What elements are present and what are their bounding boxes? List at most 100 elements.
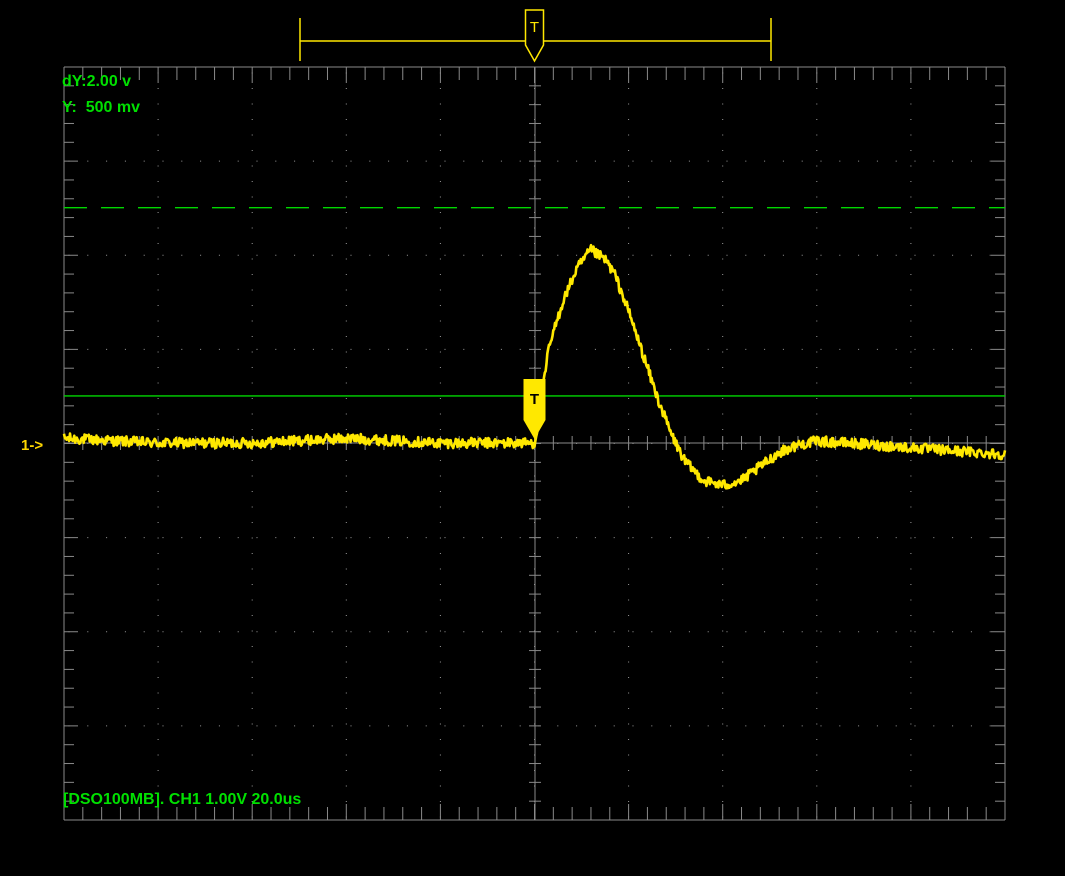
grid-dot	[106, 631, 108, 633]
grid-dot	[670, 725, 672, 727]
grid-dot	[726, 537, 728, 539]
grid-dot	[157, 212, 159, 213]
grid-dot	[157, 181, 159, 182]
waveform-trace-layer	[62, 243, 1007, 490]
trigger-position-bar[interactable]: T	[299, 9, 772, 63]
grid-dot	[143, 631, 145, 633]
grid-dot	[251, 754, 253, 756]
grid-dot	[157, 150, 159, 151]
grid-dot	[910, 103, 912, 105]
grid-dot	[439, 568, 441, 570]
grid-dot	[157, 243, 159, 244]
grid-dot	[816, 754, 818, 756]
grid-dot	[707, 725, 709, 727]
grid-dot	[816, 584, 818, 585]
grid-dot	[816, 212, 818, 213]
grid-dot	[218, 160, 220, 162]
grid-dot	[345, 119, 347, 120]
grid-dot	[910, 553, 912, 554]
grid-dot	[388, 160, 390, 162]
grid-dot	[722, 692, 724, 694]
grid-dot	[632, 631, 634, 633]
grid-dot	[251, 351, 253, 353]
grid-dot	[816, 274, 818, 275]
grid-dot	[895, 160, 897, 162]
grid-dot	[816, 522, 818, 523]
grid-dot	[628, 196, 630, 198]
grid-dot	[251, 243, 253, 244]
grid-dot	[628, 227, 630, 229]
grid-dot	[345, 785, 347, 787]
grid-dot	[162, 160, 164, 162]
grid-dot	[157, 723, 159, 725]
grid-dot	[331, 348, 333, 350]
grid-dot	[345, 258, 347, 260]
grid-dot	[350, 348, 352, 350]
grid-dot	[439, 475, 441, 477]
grid-dot	[970, 537, 972, 539]
grid-dot	[237, 631, 239, 633]
grid-dot	[816, 429, 818, 430]
grid-dot	[628, 630, 630, 632]
grid-dot	[369, 537, 371, 539]
grid-dot	[876, 254, 878, 256]
grid-dot	[439, 258, 441, 260]
grid-dot	[251, 398, 253, 399]
grid-dot	[256, 254, 258, 256]
grid-dot	[106, 254, 108, 256]
grid-dot	[820, 254, 822, 256]
grid-dot	[218, 348, 220, 350]
grid-dot	[439, 398, 441, 399]
grid-dot	[463, 631, 465, 633]
grid-dot	[124, 537, 126, 539]
grid-dot	[910, 522, 912, 523]
grid-dot	[275, 725, 277, 727]
grid-dot	[345, 181, 347, 182]
grid-dot	[251, 537, 253, 539]
grid-dot	[294, 537, 296, 539]
grid-dot	[482, 725, 484, 727]
grid-dot	[439, 785, 441, 787]
grid-dot	[858, 160, 860, 162]
grid-dot	[952, 160, 954, 162]
grid-dot	[745, 160, 747, 162]
trigger-level-icon[interactable]: T	[523, 379, 546, 439]
grid-dot	[628, 506, 630, 508]
grid-dot	[722, 212, 724, 213]
grid-dot	[989, 160, 991, 162]
grid-dot	[331, 725, 333, 727]
grid-dot	[722, 568, 724, 570]
grid-dot	[764, 348, 766, 350]
grid-dot	[519, 631, 521, 633]
grid-dot	[406, 631, 408, 633]
channel-1-ground-marker[interactable]: 1->	[21, 437, 44, 454]
grid-dot	[688, 725, 690, 727]
grid-dot	[157, 134, 159, 136]
grid-dot	[816, 661, 818, 663]
grid-dot	[816, 646, 818, 647]
grid-dot	[628, 88, 630, 89]
grid-dot	[989, 254, 991, 256]
grid-dot	[157, 661, 159, 663]
grid-dot	[500, 160, 502, 162]
grid-dot	[439, 754, 441, 756]
grid-dot	[157, 692, 159, 694]
grid-dot	[628, 119, 630, 120]
grid-dot	[576, 348, 578, 350]
grid-dot	[345, 770, 347, 771]
grid-dot	[628, 429, 630, 430]
grid-dot	[251, 150, 253, 151]
grid-dot	[576, 254, 578, 256]
grid-dot	[820, 631, 822, 633]
grid-dot	[519, 348, 521, 350]
grid-dot	[839, 725, 841, 727]
grid-dot	[251, 522, 253, 523]
grid-dot	[157, 196, 159, 198]
grid-dot	[157, 770, 159, 771]
grid-dot	[557, 537, 559, 539]
grid-dot	[722, 429, 724, 430]
grid-dot	[820, 348, 822, 350]
grid-dot	[722, 630, 724, 632]
grid-dot	[87, 160, 89, 162]
grid-dot	[87, 348, 89, 350]
